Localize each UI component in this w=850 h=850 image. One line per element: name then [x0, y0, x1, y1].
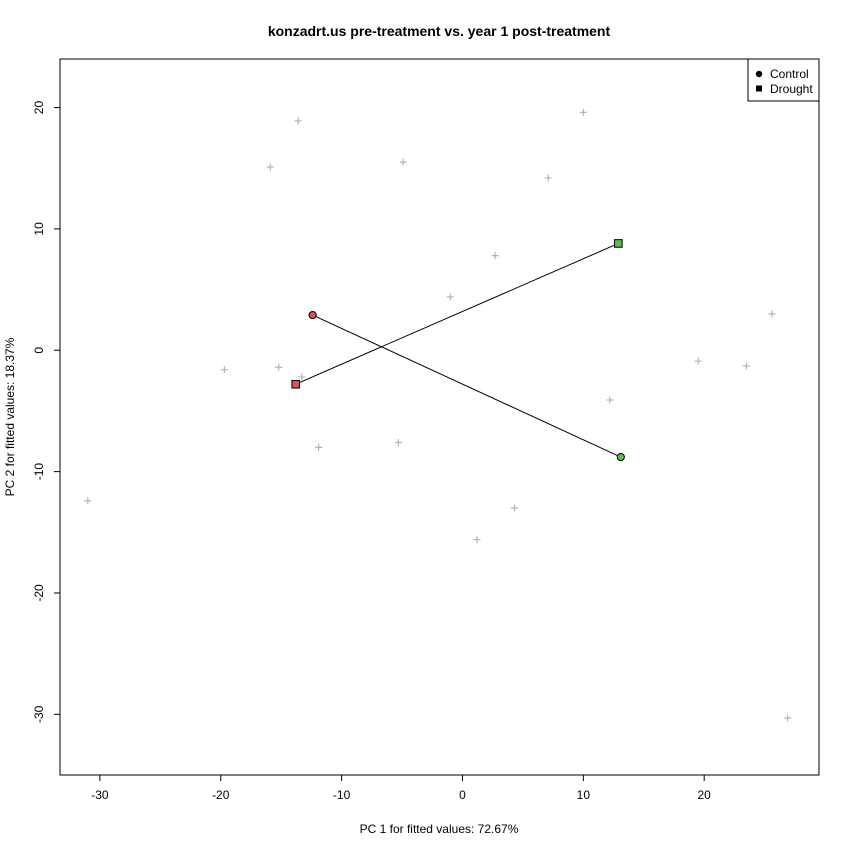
- y-tick-label: -30: [32, 705, 46, 723]
- treatment-markers: [291, 239, 625, 462]
- background-point-plus: [473, 536, 481, 544]
- x-tick-label: -10: [333, 788, 351, 802]
- background-point-plus: [294, 117, 302, 125]
- y-axis: 20 10 0 -10 -20 -30: [32, 101, 60, 723]
- drought-post-treatment-marker: [614, 239, 623, 248]
- legend: Control Drought: [747, 58, 820, 102]
- x-tick-label: 20: [698, 788, 712, 802]
- background-point-plus: [315, 443, 323, 451]
- x-axis: -30 -20 -10 0 10 20: [91, 775, 711, 802]
- background-point-plus: [579, 108, 587, 116]
- background-point-plus: [606, 396, 614, 404]
- legend-drought-label: Drought: [770, 82, 813, 96]
- background-point-plus: [399, 158, 407, 166]
- control-post-treatment-marker: [616, 452, 625, 462]
- y-tick-label: -10: [32, 463, 46, 481]
- x-axis-label: PC 1 for fitted values: 72.67%: [360, 822, 519, 836]
- background-point-plus: [491, 252, 499, 260]
- background-point-plus: [694, 357, 702, 365]
- connector-control: [312, 314, 621, 458]
- legend-control-label: Control: [770, 67, 809, 81]
- x-tick-label: -30: [91, 788, 109, 802]
- connector-lines: [295, 243, 621, 458]
- legend-box: [747, 58, 820, 102]
- background-point-plus: [768, 310, 776, 318]
- y-axis-label: PC 2 for fitted values: 18.37%: [3, 337, 17, 496]
- y-tick-label: -20: [32, 584, 46, 602]
- control-pre-treatment-marker: [308, 310, 317, 320]
- background-point-plus: [298, 373, 306, 381]
- background-points: [84, 108, 792, 722]
- background-point-plus: [742, 362, 750, 370]
- background-point-plus: [446, 293, 454, 301]
- background-point-plus: [220, 366, 228, 374]
- background-point-plus: [275, 363, 283, 371]
- chart-title: konzadrt.us pre-treatment vs. year 1 pos…: [268, 23, 611, 39]
- drought-pre-treatment-marker: [291, 379, 300, 389]
- background-point-plus: [784, 714, 792, 722]
- y-tick-label: 20: [32, 101, 46, 115]
- x-tick-label: 0: [459, 788, 466, 802]
- y-tick-label: 0: [32, 347, 46, 354]
- background-point-plus: [394, 438, 402, 446]
- x-tick-label: 10: [577, 788, 591, 802]
- connector-drought: [295, 243, 619, 385]
- background-point-plus: [84, 497, 92, 505]
- x-tick-label: -20: [212, 788, 230, 802]
- y-tick-label: 10: [32, 222, 46, 236]
- legend-control-symbol: [755, 70, 763, 78]
- background-point-plus: [510, 504, 518, 512]
- plot-frame: [59, 58, 820, 776]
- background-point-plus: [266, 163, 274, 171]
- legend-drought-symbol: [756, 85, 762, 92]
- background-point-plus: [544, 174, 552, 182]
